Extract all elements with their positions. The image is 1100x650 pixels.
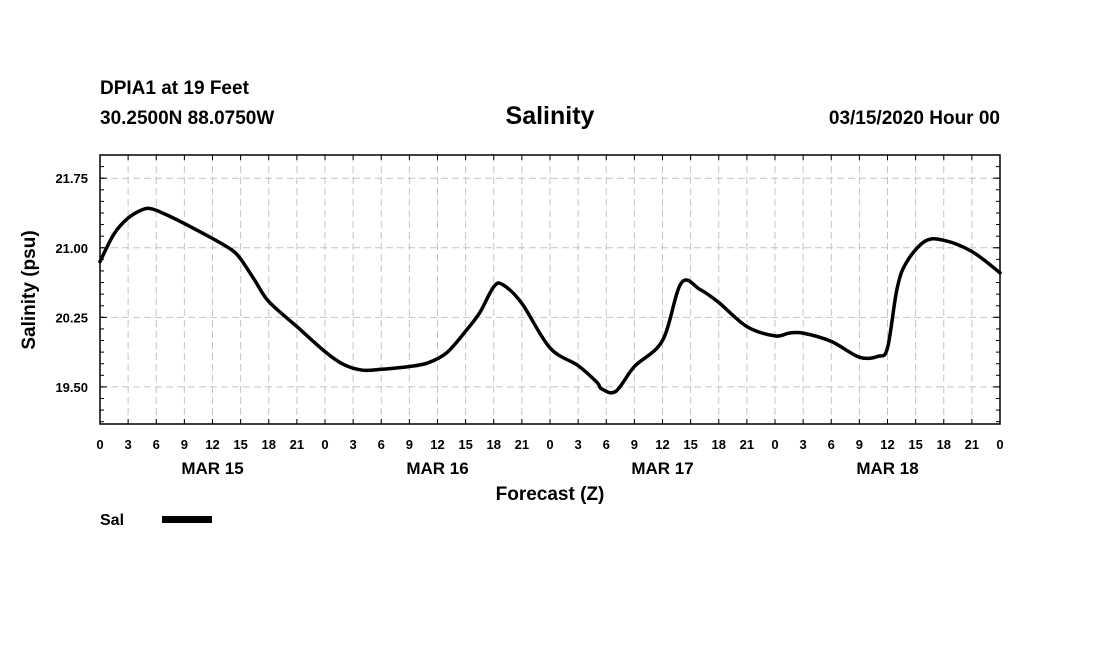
x-tick-label: 3 [350,437,357,452]
salinity-series-line [98,206,1002,395]
x-tick-label: 6 [828,437,835,452]
x-tick-label: 21 [515,437,529,452]
grid-lines [100,155,1000,424]
x-tick-label: 12 [430,437,444,452]
x-tick-labels: 0 3 6 9 12 15 18 21 0 3 6 9 12 15 18 21 0 3 6 9 12 15 18 21 0 3 6 9… [96,437,1003,452]
legend-swatch [162,516,212,523]
x-tick-label: 12 [655,437,669,452]
x-tick-label: 18 [487,437,501,452]
x-tick-label: 15 [233,437,247,452]
date-label: MAR 17 [631,459,693,478]
x-tick-label: 15 [908,437,922,452]
datetime-label: 03/15/2020 Hour 00 [829,108,1000,129]
date-label: MAR 16 [406,459,468,478]
x-tick-label: 12 [205,437,219,452]
date-label: MAR 18 [856,459,918,478]
x-tick-label: 9 [406,437,413,452]
x-tick-label: 6 [603,437,610,452]
x-tick-label: 0 [546,437,553,452]
y-tick-label: 19.50 [55,380,88,395]
date-label: MAR 15 [181,459,243,478]
x-tick-label: 21 [290,437,304,452]
x-tick-label: 21 [965,437,979,452]
x-tick-label: 0 [996,437,1003,452]
legend-label: Sal [100,512,124,529]
station-label: DPIA1 at 19 Feet [100,78,250,99]
y-tick-labels: 19.50 20.25 21.00 21.75 [55,171,88,395]
chart-title: Salinity [506,102,595,130]
x-tick-label: 3 [125,437,132,452]
x-tick-label: 9 [181,437,188,452]
y-tick-label: 20.25 [55,310,88,325]
x-tick-label: 18 [937,437,951,452]
x-tick-label: 0 [321,437,328,452]
coordinates-label: 30.2500N 88.0750W [100,108,274,129]
y-tick-label: 21.75 [55,171,88,186]
y-tick-label: 21.00 [55,241,88,256]
x-tick-label: 0 [771,437,778,452]
y-axis-label: Salinity (psu) [19,230,40,349]
x-tick-label: 15 [458,437,472,452]
legend: Sal [100,512,212,529]
x-tick-label: 9 [631,437,638,452]
x-tick-label: 6 [378,437,385,452]
x-tick-label: 3 [575,437,582,452]
date-labels: MAR 15 MAR 16 MAR 17 MAR 18 [181,459,918,478]
x-tick-label: 18 [262,437,276,452]
x-tick-label: 12 [880,437,894,452]
x-axis-label: Forecast (Z) [496,484,605,505]
x-tick-label: 0 [96,437,103,452]
plot-frame [99,154,1001,425]
x-tick-label: 9 [856,437,863,452]
x-tick-label: 3 [800,437,807,452]
x-tick-label: 6 [153,437,160,452]
x-tick-label: 21 [740,437,754,452]
x-tick-label: 18 [712,437,726,452]
x-tick-label: 15 [683,437,697,452]
